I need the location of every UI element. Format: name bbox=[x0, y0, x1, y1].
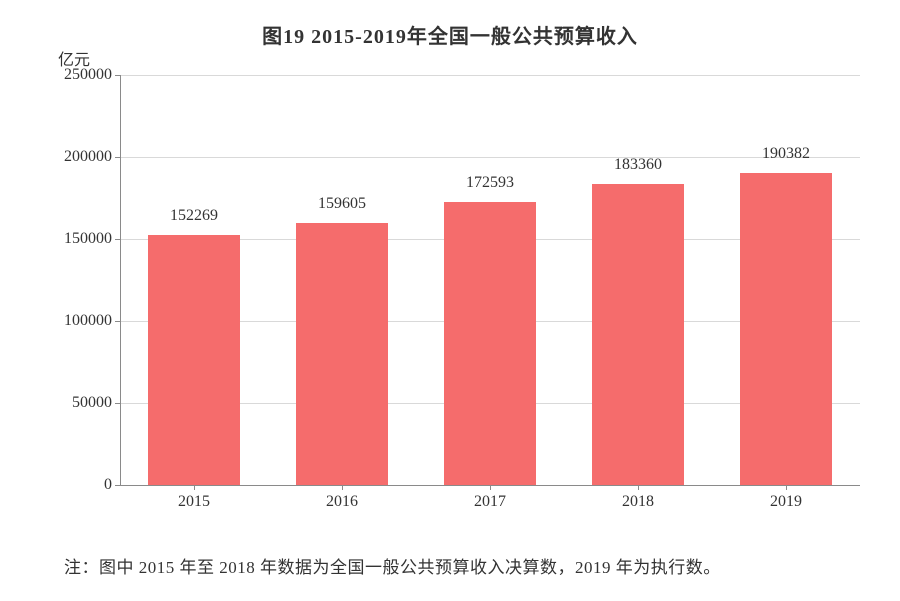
bar-value-label: 190382 bbox=[762, 145, 810, 163]
y-tick-label: 0 bbox=[104, 476, 112, 494]
bar bbox=[444, 202, 536, 485]
bar bbox=[148, 235, 240, 485]
x-tick bbox=[342, 485, 343, 490]
y-tick-label: 100000 bbox=[64, 312, 112, 330]
bar bbox=[296, 223, 388, 485]
x-tick-label: 2015 bbox=[178, 493, 210, 511]
x-tick-label: 2016 bbox=[326, 493, 358, 511]
chart-area: 图19 2015-2019年全国一般公共预算收入 亿元 050000100000… bbox=[30, 20, 870, 520]
gridline bbox=[120, 157, 860, 158]
x-tick-label: 2017 bbox=[474, 493, 506, 511]
x-tick bbox=[490, 485, 491, 490]
x-tick-label: 2019 bbox=[770, 493, 802, 511]
chart-container: 图19 2015-2019年全国一般公共预算收入 亿元 050000100000… bbox=[0, 0, 900, 601]
footnote-text: 注：图中 2015 年至 2018 年数据为全国一般公共预算收入决算数，2019… bbox=[30, 554, 870, 583]
bar-value-label: 159605 bbox=[318, 195, 366, 213]
y-tick-label: 250000 bbox=[64, 66, 112, 84]
gridline bbox=[120, 75, 860, 76]
bar bbox=[740, 173, 832, 485]
bar-value-label: 172593 bbox=[466, 174, 514, 192]
y-tick-label: 200000 bbox=[64, 148, 112, 166]
y-tick-label: 50000 bbox=[72, 394, 112, 412]
bar-value-label: 183360 bbox=[614, 156, 662, 174]
x-tick bbox=[638, 485, 639, 490]
x-tick bbox=[194, 485, 195, 490]
bar bbox=[592, 184, 684, 485]
chart-title: 图19 2015-2019年全国一般公共预算收入 bbox=[30, 20, 870, 49]
x-tick bbox=[786, 485, 787, 490]
plot-area: 0500001000001500002000002500001522692015… bbox=[120, 75, 860, 485]
y-axis-line bbox=[120, 75, 121, 485]
x-tick-label: 2018 bbox=[622, 493, 654, 511]
bar-value-label: 152269 bbox=[170, 207, 218, 225]
y-tick-label: 150000 bbox=[64, 230, 112, 248]
